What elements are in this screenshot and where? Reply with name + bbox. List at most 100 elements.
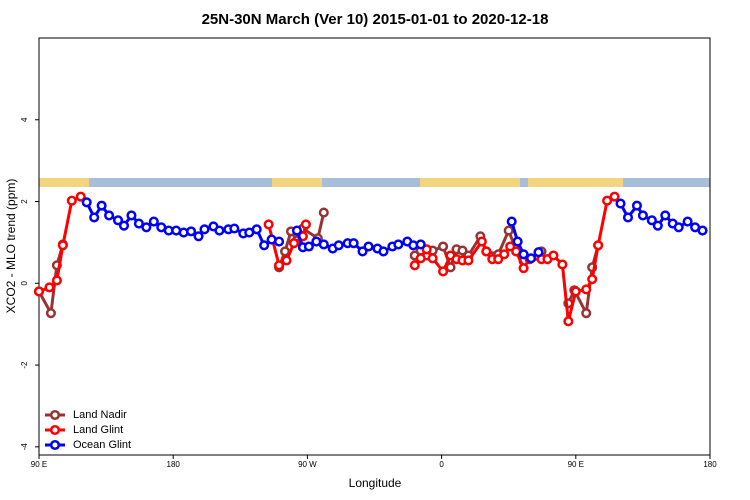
- point: [526, 253, 537, 264]
- point: [318, 239, 329, 250]
- point: [518, 249, 529, 260]
- point: [438, 241, 449, 252]
- point: [148, 216, 159, 227]
- point: [609, 191, 620, 202]
- point: [445, 262, 456, 273]
- y-axis-label: XCO2 - MLO trend (ppm): [4, 179, 18, 314]
- y-tick-label: 4: [20, 117, 29, 122]
- point: [104, 210, 115, 221]
- point: [259, 240, 270, 251]
- point: [229, 223, 240, 234]
- y-tick-label: -2: [20, 361, 29, 369]
- point: [45, 308, 56, 319]
- point: [199, 224, 210, 235]
- legend-label: Land Glint: [73, 424, 123, 436]
- point: [476, 236, 487, 247]
- point: [415, 253, 426, 264]
- x-tick-label: 90 E: [568, 460, 584, 469]
- point: [51, 275, 62, 286]
- point: [503, 225, 514, 236]
- point: [615, 198, 626, 209]
- point: [96, 200, 107, 211]
- x-tick-label: 90 E: [31, 460, 47, 469]
- point: [557, 259, 568, 270]
- point: [193, 231, 204, 242]
- point: [682, 216, 693, 227]
- point: [44, 282, 55, 293]
- point: [81, 197, 92, 208]
- point: [593, 240, 604, 251]
- point: [563, 316, 574, 327]
- point: [457, 245, 468, 256]
- point: [66, 195, 77, 206]
- point: [348, 238, 359, 249]
- legend-label: Ocean Glint: [73, 439, 131, 451]
- point: [274, 260, 285, 271]
- point: [421, 244, 432, 255]
- point: [33, 286, 45, 297]
- point: [533, 247, 544, 258]
- point: [274, 236, 285, 247]
- point: [333, 240, 344, 251]
- point: [57, 240, 68, 251]
- point: [581, 308, 592, 319]
- y-tick-label: 0: [20, 281, 29, 286]
- point: [363, 241, 374, 252]
- point: [646, 215, 657, 226]
- x-tick-label: 0: [439, 460, 444, 469]
- point: [505, 241, 516, 252]
- legend-marker: [49, 409, 61, 421]
- point: [126, 210, 137, 221]
- x-tick-label: 180: [703, 460, 717, 469]
- point: [186, 226, 197, 237]
- point: [581, 284, 592, 295]
- point: [263, 219, 274, 230]
- point: [637, 210, 648, 221]
- point: [75, 191, 86, 202]
- x-tick-label: 180: [167, 460, 181, 469]
- point: [378, 246, 389, 257]
- x-axis-label: Longitude: [349, 476, 402, 490]
- legend-marker: [49, 439, 61, 451]
- point: [357, 246, 368, 257]
- point: [697, 225, 708, 236]
- y-tick-label: 2: [20, 199, 29, 204]
- y-tick-label: -4: [20, 443, 29, 451]
- point: [251, 224, 262, 235]
- point: [393, 239, 404, 250]
- point: [506, 216, 517, 227]
- point: [415, 239, 426, 250]
- point: [493, 254, 504, 265]
- point: [499, 249, 510, 260]
- point: [291, 225, 303, 236]
- point: [518, 263, 529, 274]
- point: [631, 200, 642, 211]
- point: [288, 238, 300, 249]
- point: [481, 246, 492, 257]
- chart-title: 25N-30N March (Ver 10) 2015-01-01 to 202…: [202, 11, 549, 28]
- point: [570, 286, 581, 297]
- point: [89, 212, 100, 223]
- point: [133, 218, 144, 229]
- point: [303, 241, 314, 252]
- plot-frame: [38, 37, 711, 456]
- point: [214, 225, 225, 236]
- point: [548, 250, 559, 261]
- point: [409, 260, 420, 271]
- point: [652, 220, 663, 231]
- point: [281, 255, 292, 266]
- point: [438, 266, 449, 277]
- point: [300, 219, 311, 230]
- point: [463, 255, 474, 266]
- legend-marker: [49, 424, 61, 436]
- point: [427, 253, 438, 264]
- point: [602, 195, 613, 206]
- x-tick-label: 90 W: [298, 460, 317, 469]
- point: [118, 220, 130, 231]
- map-strip: [39, 178, 710, 187]
- point: [318, 207, 329, 218]
- point: [512, 236, 523, 247]
- legend-label: Land Nadir: [73, 409, 127, 421]
- point: [587, 274, 598, 285]
